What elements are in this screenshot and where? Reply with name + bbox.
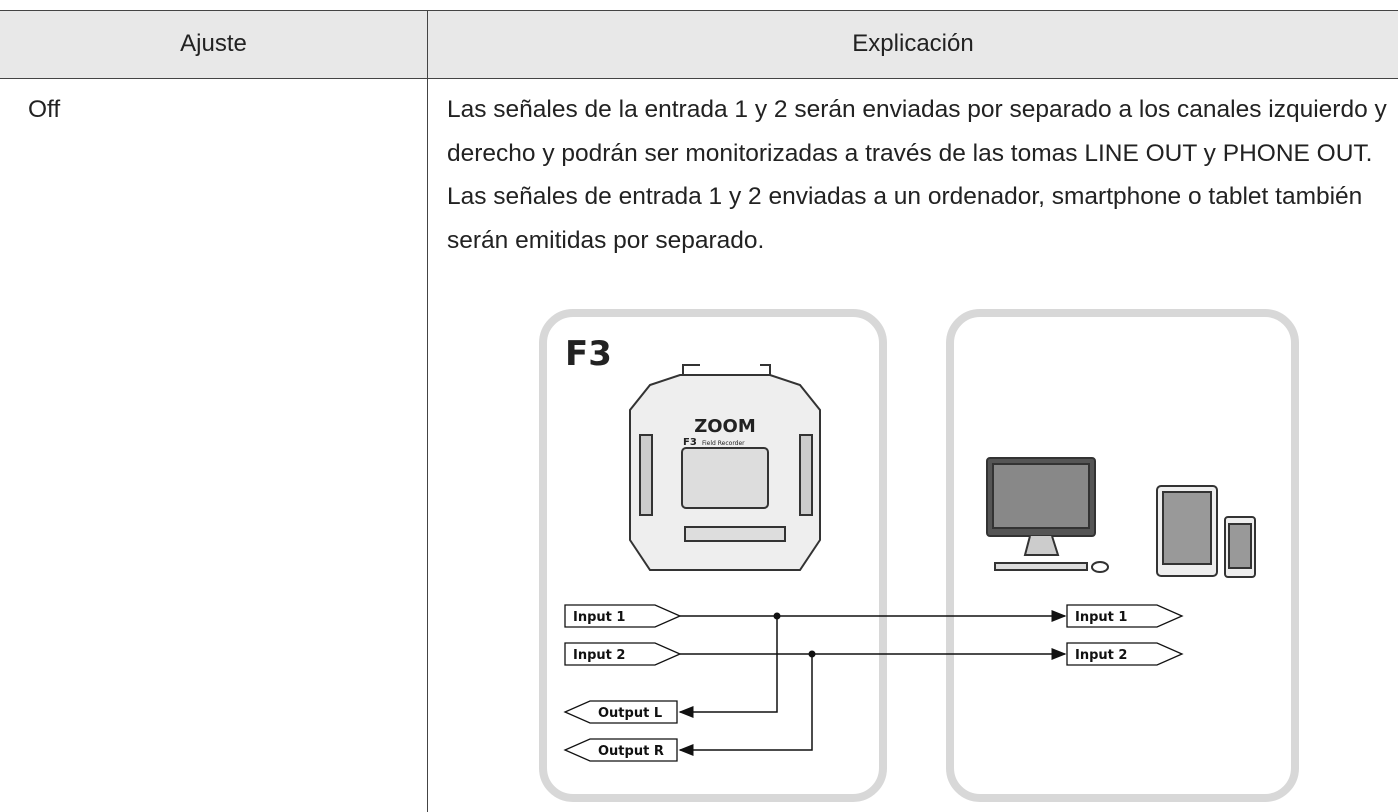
signal-label: Input 2 [1075, 648, 1127, 663]
column-divider [427, 10, 428, 812]
device-illustration [629, 364, 821, 571]
host-panel [946, 309, 1299, 802]
signal-label: Output L [598, 706, 662, 721]
signal-tag [564, 642, 682, 666]
header-cell: Ajuste [180, 30, 247, 57]
device-model: F3 [683, 437, 697, 448]
junction [808, 650, 816, 658]
junction [773, 612, 781, 620]
signal-tag [1066, 642, 1184, 666]
signal-tag [563, 700, 678, 724]
tablet-phone-icon [1156, 485, 1256, 578]
explanation: Las señales de la entrada 1 y 2 serán en… [447, 88, 1392, 262]
paragraph: Las señales de la entrada 1 y 2 serán en… [447, 96, 1387, 167]
signal-tag [1066, 604, 1184, 628]
signal-label: Input 1 [573, 610, 625, 625]
signal-label: Output R [598, 744, 664, 759]
signal-tag [564, 604, 682, 628]
device-subtitle: Field Recorder [702, 440, 745, 447]
device-panel [539, 309, 887, 802]
device-logo: ZOOM [694, 416, 756, 437]
computer-icon [986, 457, 1109, 573]
header-cell: Explicación [852, 30, 974, 57]
paragraph: Las señales de entrada 1 y 2 enviadas a … [447, 183, 1363, 254]
device-label: F3 [565, 334, 612, 374]
signal-label: Input 1 [1075, 610, 1127, 625]
signal-tag [563, 738, 678, 762]
signal-lines [678, 610, 1067, 756]
signal-label: Input 2 [573, 648, 625, 663]
header-row [0, 10, 1398, 79]
setting: Off [28, 96, 61, 123]
